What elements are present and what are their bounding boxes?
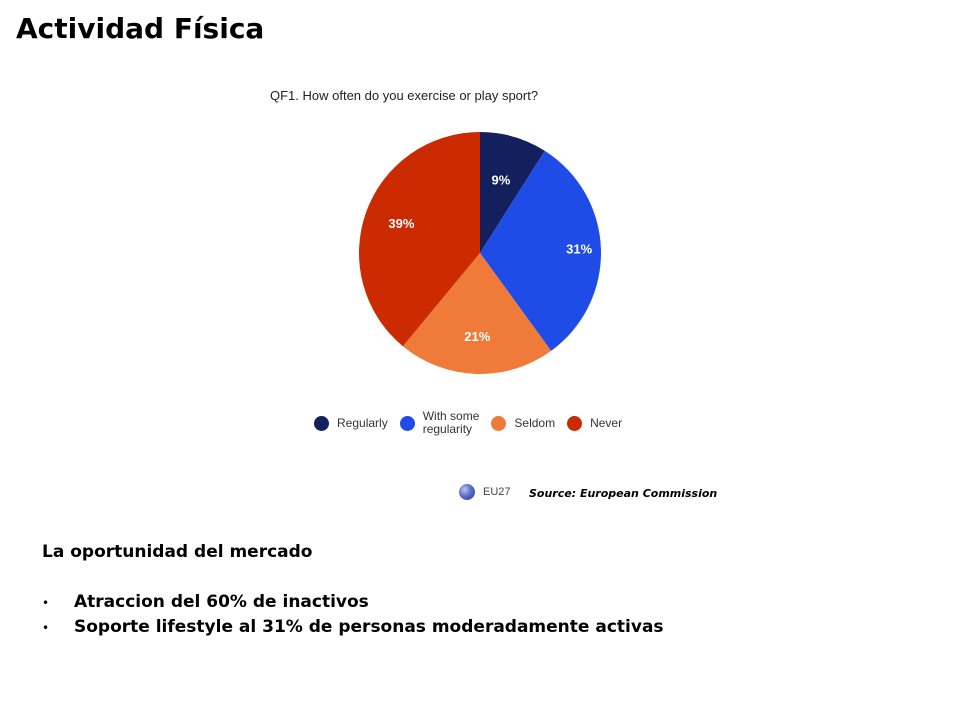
opportunity-heading: La oportunidad del mercado [42,542,313,562]
chart-title: QF1. How often do you exercise or play s… [270,88,539,103]
bullet-text: Atraccion del 60% de inactivos [74,592,369,612]
source-note: Source: European Commission [529,487,718,500]
pie-label-regularly: 9% [492,172,511,187]
legend-swatch-never [567,415,583,431]
legend-swatch-regularly [314,415,329,431]
legend-label-with-some-regularity: With some regularity [422,409,480,436]
eu-globe-icon [459,484,475,500]
eu27-badge: EU27 [459,484,511,500]
legend-item-with-some-regularity: With some regularity [399,409,480,436]
slide-title: Actividad Física [16,12,265,45]
pie-slice-with-some-regularity [480,150,601,351]
pie-slice-seldom [402,253,552,374]
legend-swatch-seldom [491,415,507,431]
legend-swatch-with-some-regularity [399,415,415,431]
legend-label-seldom: Seldom [514,415,556,430]
pie-chart: 9% 31% 21% 39% [359,132,601,374]
pie-label-never: 39% [388,216,414,231]
opportunity-bullet-list: • Atraccion del 60% de inactivos • Sopor… [42,592,664,642]
eu27-label: EU27 [483,486,511,498]
legend-label-never: Never [590,415,623,430]
bullet-item: • Soporte lifestyle al 31% de personas m… [42,617,664,642]
bullet-dot-icon: • [42,596,50,610]
legend-label-regularly: Regularly [337,415,388,430]
bullet-dot-icon: • [42,621,50,635]
chart-legend: Regularly With some regularity Seldom Ne… [314,406,634,440]
pie-label-seldom: 21% [464,329,490,344]
legend-item-seldom: Seldom [491,415,556,431]
legend-item-never: Never [567,415,623,431]
bullet-text: Soporte lifestyle al 31% de personas mod… [74,617,664,637]
pie-slice-regularly [480,132,545,253]
legend-item-regularly: Regularly [314,415,388,431]
pie-label-with-some-regularity: 31% [566,241,592,256]
pie-slice-never [359,132,480,347]
bullet-item: • Atraccion del 60% de inactivos [42,592,664,617]
